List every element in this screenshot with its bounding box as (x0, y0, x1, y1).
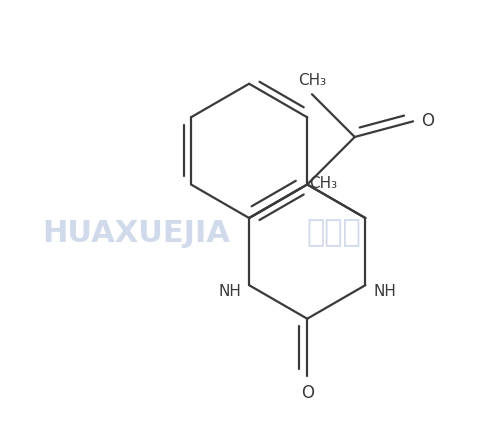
Text: NH: NH (218, 284, 241, 299)
Text: CH₃: CH₃ (298, 73, 326, 88)
Text: O: O (421, 112, 434, 130)
Text: NH: NH (373, 284, 396, 299)
Text: O: O (301, 384, 314, 402)
Text: HUAXUEJIA: HUAXUEJIA (42, 219, 230, 248)
Text: 化学加: 化学加 (307, 219, 362, 248)
Text: CH₃: CH₃ (310, 176, 337, 191)
